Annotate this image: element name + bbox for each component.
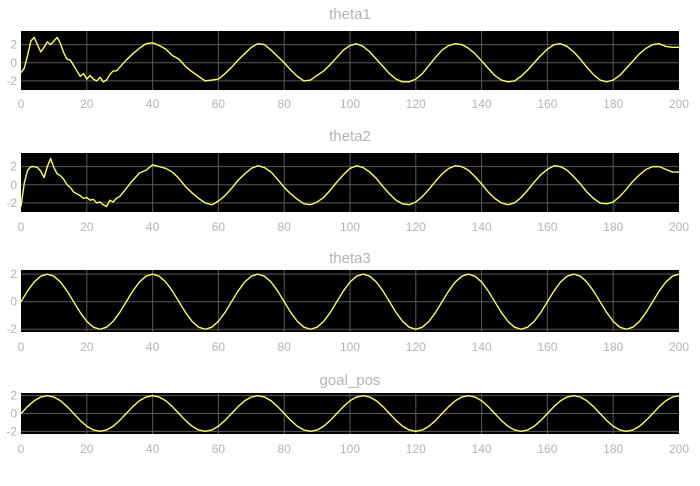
plot-2-xtick-label: 40 <box>146 220 160 234</box>
plot-1-xtick-label: 140 <box>472 97 492 111</box>
plot-4-ytick-label: 2 <box>10 389 17 403</box>
plot-4-xtick-label: 80 <box>278 442 292 456</box>
plot-3-xtick-label: 140 <box>472 340 492 354</box>
plot-4-xtick-label: 40 <box>146 442 160 456</box>
plot-2-xtick-label: 20 <box>80 220 94 234</box>
plot-3-xtick-label: 0 <box>18 340 25 354</box>
plot-2-series-line <box>20 157 679 208</box>
plot-4-xtick-label: 180 <box>603 442 623 456</box>
plot-4-xtick-label: 120 <box>406 442 426 456</box>
plot-4-xtick-label: 20 <box>80 442 94 456</box>
plot-3-xtick-label: 120 <box>406 340 426 354</box>
plot-2-xtick-label: 160 <box>537 220 557 234</box>
plot-2-ytick-label: -2 <box>6 196 17 210</box>
plot-3-ytick-label: -2 <box>6 322 17 336</box>
plot-1-title: theta1 <box>329 6 371 23</box>
plot-1-xtick-label: 120 <box>406 97 426 111</box>
plot-1-xtick-label: 200 <box>669 97 689 111</box>
plot-3-xtick-label: 20 <box>80 340 94 354</box>
plot-4-xtick-label: 100 <box>340 442 360 456</box>
plot-1-xtick-label: 80 <box>278 97 292 111</box>
plot-4-ytick-label: 0 <box>10 407 17 421</box>
plot-1-xtick-label: 20 <box>80 97 94 111</box>
plot-1-ytick-label: 0 <box>10 56 17 70</box>
plot-3-xtick-label: 60 <box>212 340 226 354</box>
plot-4-xtick-label: 60 <box>212 442 226 456</box>
plot-2-xtick-label: 120 <box>406 220 426 234</box>
plot-1-xtick-label: 100 <box>340 97 360 111</box>
plot-3-ytick-label: 0 <box>10 295 17 309</box>
plot-3-xtick-label: 100 <box>340 340 360 354</box>
plot-2-xtick-label: 140 <box>472 220 492 234</box>
plot-3-xtick-label: 200 <box>669 340 689 354</box>
plot-3-xtick-label: 40 <box>146 340 160 354</box>
plot-4-xtick-label: 200 <box>669 442 689 456</box>
plot-3-series-line <box>20 273 680 330</box>
plot-4-ytick-label: -2 <box>6 424 17 438</box>
plot-1-ytick-label: -2 <box>6 74 17 88</box>
plot-4-xtick-label: 140 <box>472 442 492 456</box>
plot-2-xtick-label: 180 <box>603 220 623 234</box>
plot-4-title: goal_pos <box>320 372 381 389</box>
plot-1-xtick-label: 40 <box>146 97 160 111</box>
plot-1-ytick-label: 2 <box>10 38 17 52</box>
plot-3-xtick-label: 180 <box>603 340 623 354</box>
plot-2-xtick-label: 0 <box>18 220 25 234</box>
plot-4-xtick-label: 160 <box>537 442 557 456</box>
plot-1-series-line <box>20 36 679 83</box>
plot-1-xtick-label: 180 <box>603 97 623 111</box>
plot-1-xtick-label: 60 <box>212 97 226 111</box>
plot-2-xtick-label: 100 <box>340 220 360 234</box>
plot-3-xtick-label: 80 <box>278 340 292 354</box>
plot-1-xtick-label: 0 <box>18 97 25 111</box>
plot-4-series-line <box>20 394 680 433</box>
plot-2-ytick-label: 2 <box>10 160 17 174</box>
plot-3-title: theta3 <box>329 250 371 267</box>
plot-2-title: theta2 <box>329 128 371 145</box>
plot-2-xtick-label: 60 <box>212 220 226 234</box>
plot-1-xtick-label: 160 <box>537 97 557 111</box>
plot-2-xtick-label: 200 <box>669 220 689 234</box>
plot-4-xtick-label: 0 <box>18 442 25 456</box>
plot-2-xtick-label: 80 <box>278 220 292 234</box>
plot-3-ytick-label: 2 <box>10 267 17 281</box>
plot-2-ytick-label: 0 <box>10 178 17 192</box>
plot-3-xtick-label: 160 <box>537 340 557 354</box>
